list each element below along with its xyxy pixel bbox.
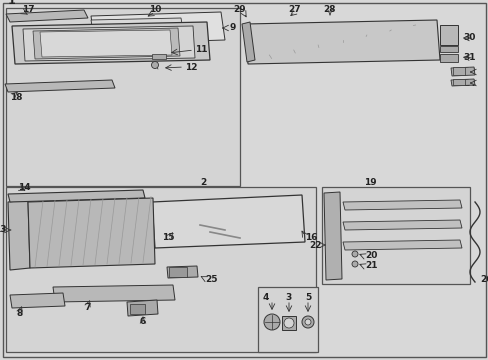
Text: 14: 14 [18, 184, 31, 193]
Bar [169, 267, 186, 277]
Polygon shape [342, 220, 461, 230]
Polygon shape [8, 200, 30, 270]
Polygon shape [324, 192, 341, 280]
Circle shape [284, 318, 293, 328]
Circle shape [151, 62, 158, 68]
Text: 6: 6 [140, 318, 146, 327]
Bar [282, 316, 295, 330]
Polygon shape [91, 18, 184, 44]
Text: 12: 12 [184, 63, 197, 72]
Circle shape [351, 251, 357, 257]
Bar [452, 79, 464, 85]
Text: 15: 15 [162, 234, 174, 243]
Text: 3: 3 [285, 293, 291, 302]
Text: 31: 31 [463, 54, 475, 63]
Polygon shape [12, 22, 209, 64]
Text: 4: 4 [262, 293, 268, 302]
Text: 17: 17 [22, 5, 35, 14]
Text: 26: 26 [479, 275, 488, 284]
Text: 1: 1 [8, 0, 16, 6]
Polygon shape [91, 12, 224, 44]
Text: 20: 20 [364, 252, 377, 261]
Polygon shape [10, 293, 65, 308]
Polygon shape [450, 79, 474, 86]
Circle shape [351, 261, 357, 267]
Bar [439, 54, 457, 62]
Polygon shape [342, 200, 461, 210]
Polygon shape [28, 198, 155, 268]
Text: 23: 23 [463, 68, 475, 77]
Polygon shape [40, 30, 172, 57]
Bar [439, 46, 457, 52]
Text: 13: 13 [0, 225, 7, 234]
Text: 7: 7 [84, 302, 91, 311]
Polygon shape [8, 190, 145, 202]
Bar [152, 54, 165, 59]
Polygon shape [5, 80, 115, 92]
Text: 29: 29 [233, 5, 246, 14]
Polygon shape [242, 22, 254, 62]
Bar [258, 287, 317, 352]
Text: 27: 27 [288, 5, 301, 14]
Text: 19: 19 [363, 179, 376, 188]
Text: 22: 22 [309, 240, 321, 249]
Text: 9: 9 [228, 23, 235, 32]
Text: 28: 28 [323, 5, 336, 14]
Text: 21: 21 [364, 261, 377, 270]
Polygon shape [450, 67, 474, 76]
Polygon shape [33, 28, 180, 59]
Text: 2: 2 [200, 179, 206, 188]
Polygon shape [167, 266, 198, 278]
Bar [439, 25, 457, 45]
Circle shape [264, 314, 280, 330]
Circle shape [305, 319, 310, 325]
Text: 10: 10 [148, 5, 161, 14]
Polygon shape [127, 300, 158, 316]
Text: 25: 25 [204, 275, 217, 284]
Polygon shape [23, 26, 195, 61]
Text: 11: 11 [195, 45, 207, 54]
Text: 24: 24 [463, 78, 475, 87]
Text: 5: 5 [304, 293, 310, 302]
Polygon shape [152, 195, 305, 248]
Polygon shape [244, 20, 439, 64]
Text: 18: 18 [10, 93, 22, 102]
Bar [321, 187, 469, 284]
Bar [6, 187, 315, 352]
Polygon shape [6, 10, 88, 22]
Circle shape [302, 316, 313, 328]
Text: 16: 16 [305, 234, 317, 243]
Bar [130, 304, 145, 314]
Polygon shape [53, 285, 175, 302]
Text: 8: 8 [17, 309, 23, 318]
Polygon shape [342, 240, 461, 250]
Bar [6, 8, 240, 186]
Bar [452, 67, 464, 75]
Text: 30: 30 [463, 33, 475, 42]
